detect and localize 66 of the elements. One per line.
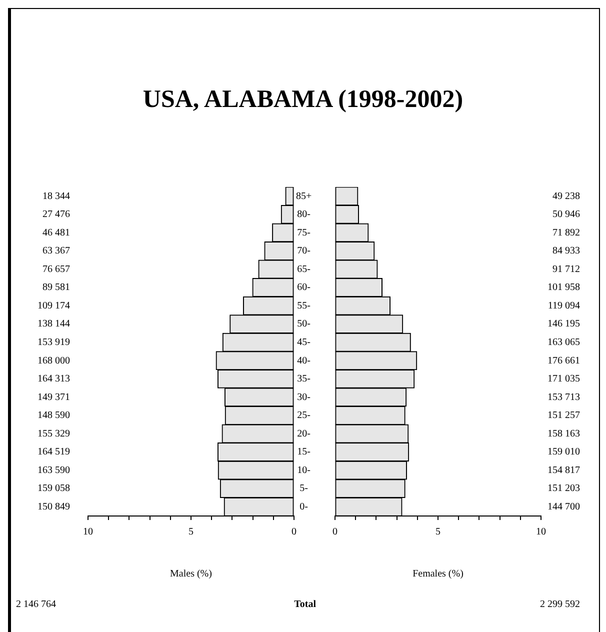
text: 153 919: [38, 336, 70, 348]
y-tick-label: 25-: [297, 410, 310, 422]
text: 71 892: [552, 227, 580, 238]
x-tick-label: 10: [83, 526, 93, 538]
y-tick-label: 10-: [297, 464, 310, 476]
y-tick-label: 50-: [297, 318, 310, 330]
text: 63 367: [42, 246, 70, 257]
text: 91 712: [552, 264, 580, 275]
text: 144 700: [548, 501, 580, 512]
y-tick-label: 5-: [300, 483, 308, 494]
text: 2 146 764: [16, 599, 56, 610]
y-tick-label: 55-: [297, 300, 310, 312]
text: Total: [294, 599, 316, 610]
text: 163 065: [548, 336, 580, 348]
text: 171 035: [548, 374, 580, 385]
x-tick-label: 0: [292, 526, 296, 538]
y-tick-label: 60-: [297, 282, 310, 294]
y-tick-label: 35-: [297, 374, 310, 385]
text: 149 371: [38, 392, 70, 403]
text: 163 590: [38, 464, 70, 476]
text: 164 519: [38, 446, 70, 458]
y-tick-label: 15-: [297, 446, 310, 458]
text: 146 195: [548, 318, 580, 330]
text: 154 817: [548, 464, 580, 476]
x-axis-title: Females (%): [412, 568, 464, 580]
text: 148 590: [38, 410, 70, 422]
y-tick-label: 70-: [297, 246, 310, 257]
text: 89 581: [42, 282, 70, 294]
text: 2 299 592: [540, 599, 580, 610]
y-tick-label: 45-: [297, 336, 310, 348]
x-tick-label: 5: [436, 526, 440, 538]
y-tick-label: 75-: [297, 227, 310, 238]
text: 151 257: [548, 410, 580, 422]
text: 158 163: [548, 428, 580, 440]
text: 18 344: [42, 190, 70, 202]
text: 101 958: [548, 282, 580, 294]
y-tick-label: 80-: [297, 209, 310, 220]
y-tick-label: 20-: [297, 428, 310, 440]
text: 138 144: [38, 318, 70, 330]
x-axis-title: Males (%): [170, 568, 212, 580]
y-tick-label: 65-: [297, 264, 310, 275]
y-tick-label: 30-: [297, 392, 310, 403]
text: 150 849: [38, 501, 70, 512]
text: 49 238: [552, 190, 580, 202]
text: 164 313: [38, 374, 70, 385]
x-tick-label: 0: [332, 526, 338, 538]
y-tick-label: 40-: [297, 355, 310, 366]
x-tick-label: 10: [536, 526, 546, 538]
text: 119 094: [548, 300, 580, 312]
text: 27 476: [42, 209, 70, 220]
text: 159 058: [38, 483, 70, 494]
text: 84 933: [552, 246, 580, 257]
y-tick-label: 0-: [300, 501, 308, 512]
text: 50 946: [552, 209, 580, 220]
text: 76 657: [42, 264, 70, 275]
text: 168 000: [38, 355, 70, 366]
text: 153 713: [548, 392, 580, 403]
text: 176 661: [548, 355, 580, 366]
text: 109 174: [38, 300, 70, 312]
chart-title: USA, ALABAMA (1998-2002): [142, 86, 464, 114]
x-tick-label: 5: [188, 526, 194, 538]
y-tick-label: 85+: [296, 190, 312, 202]
text: 151 203: [548, 483, 580, 494]
text: 159 010: [548, 446, 580, 458]
text: 155 329: [38, 428, 70, 440]
text: 46 481: [42, 227, 70, 238]
